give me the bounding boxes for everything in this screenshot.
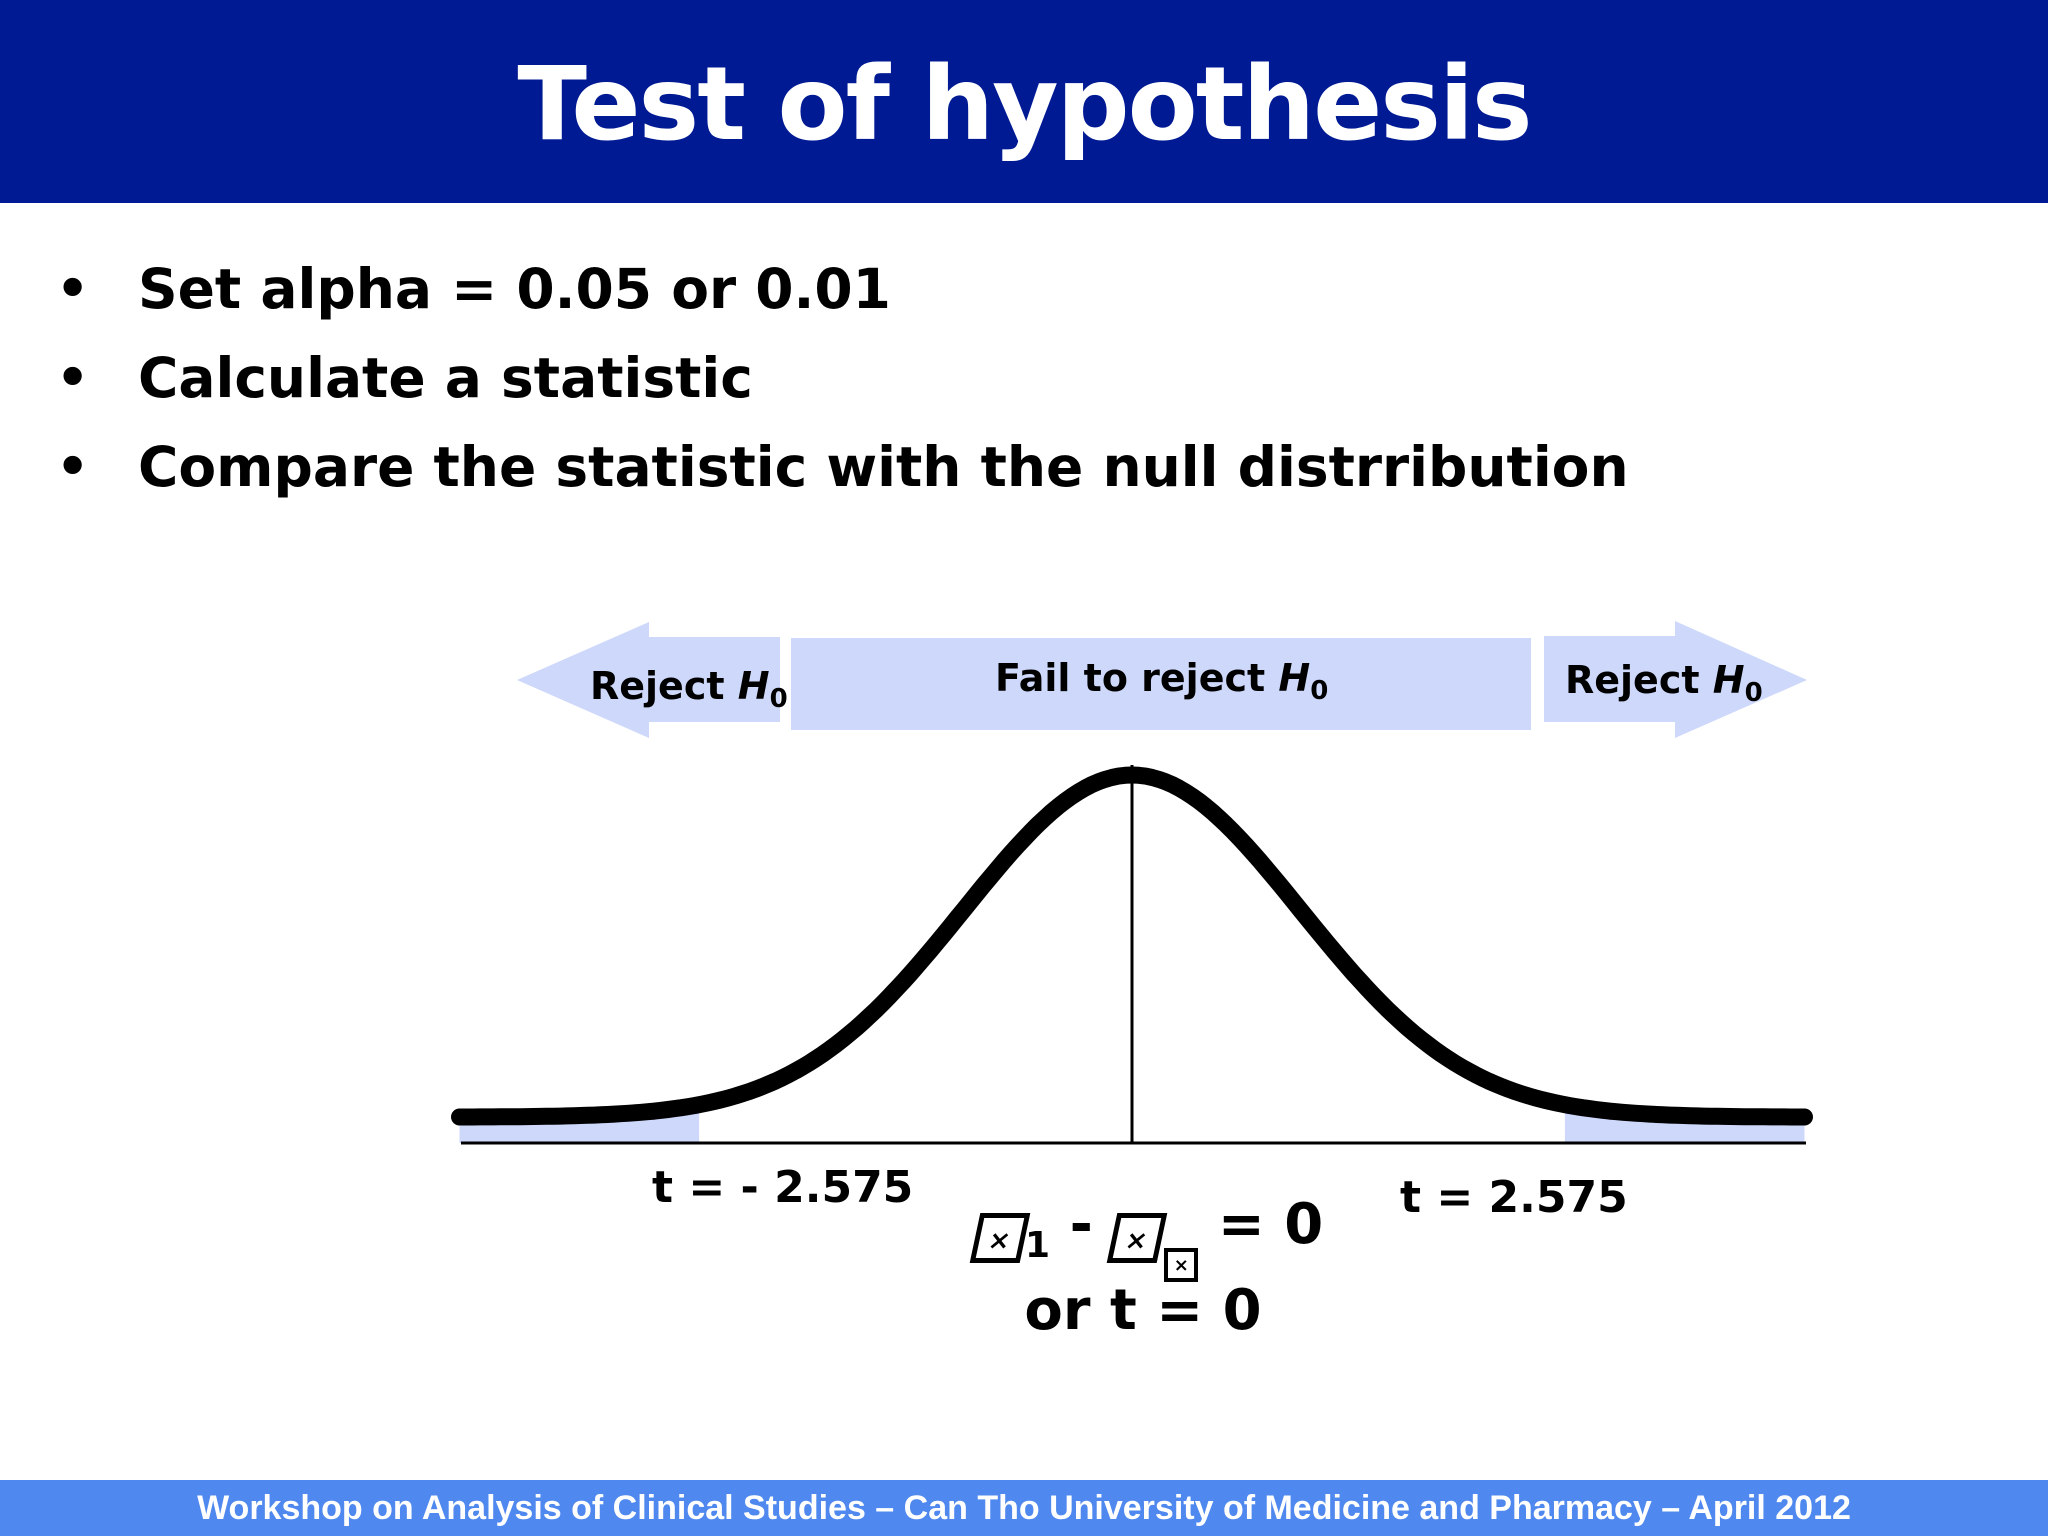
bullet-text: Calculate a statistic [138, 346, 753, 410]
footer-bar [0, 1480, 2048, 1536]
mean-symbol-icon: ⨯ [969, 1213, 1031, 1263]
reject-right-symbol: H [1712, 658, 1745, 702]
minus-sign: - [1069, 1192, 1093, 1257]
fail-to-reject-text: Fail to reject [995, 656, 1266, 700]
reject-right-text: Reject [1565, 658, 1700, 702]
footer-text: Workshop on Analysis of Clinical Studies… [197, 1489, 1851, 1527]
reject-right-label: Reject H0 [1565, 658, 1763, 708]
reject-left-arrow [517, 622, 780, 738]
bullet-text: Set alpha = 0.05 or 0.01 [138, 257, 891, 321]
reject-left-subscript: 0 [769, 684, 788, 714]
reject-left-text: Reject [590, 664, 725, 708]
reject-right-arrow [1544, 621, 1807, 738]
mean-subscript-1: 1 [1025, 1225, 1051, 1266]
reject-left-symbol: H [737, 664, 770, 708]
fail-to-reject-symbol: H [1278, 656, 1311, 700]
bullet-dot: • [56, 348, 90, 408]
fail-to-reject-subscript: 0 [1310, 676, 1329, 706]
null-hypothesis-alternative: or t = 0 [1024, 1278, 1262, 1343]
equals-zero: = 0 [1217, 1192, 1324, 1257]
mean-symbol-icon: ⨯ [1106, 1213, 1168, 1263]
bell-curve [451, 766, 1813, 1126]
title-bar [0, 0, 2048, 203]
reject-left-label: Reject H0 [590, 664, 788, 714]
null-hypothesis-equation: ⨯ 1 - ⨯⨯ = 0 [969, 1192, 1324, 1282]
reject-right-subscript: 0 [1744, 678, 1763, 708]
null-distribution-diagram [451, 621, 1813, 1145]
bullet-dot: • [56, 259, 90, 319]
bullet-dot: • [56, 437, 90, 497]
critical-value-left-label: t = - 2.575 [652, 1162, 914, 1213]
subscript-symbol-icon: ⨯ [1164, 1248, 1199, 1282]
slide-title: Test of hypothesis [517, 45, 1532, 164]
critical-value-right-label: t = 2.575 [1400, 1172, 1628, 1223]
fail-to-reject-label: Fail to reject H0 [995, 656, 1328, 706]
fail-to-reject-band [791, 638, 1531, 730]
bullet-text: Compare the statistic with the null dist… [138, 435, 1629, 499]
